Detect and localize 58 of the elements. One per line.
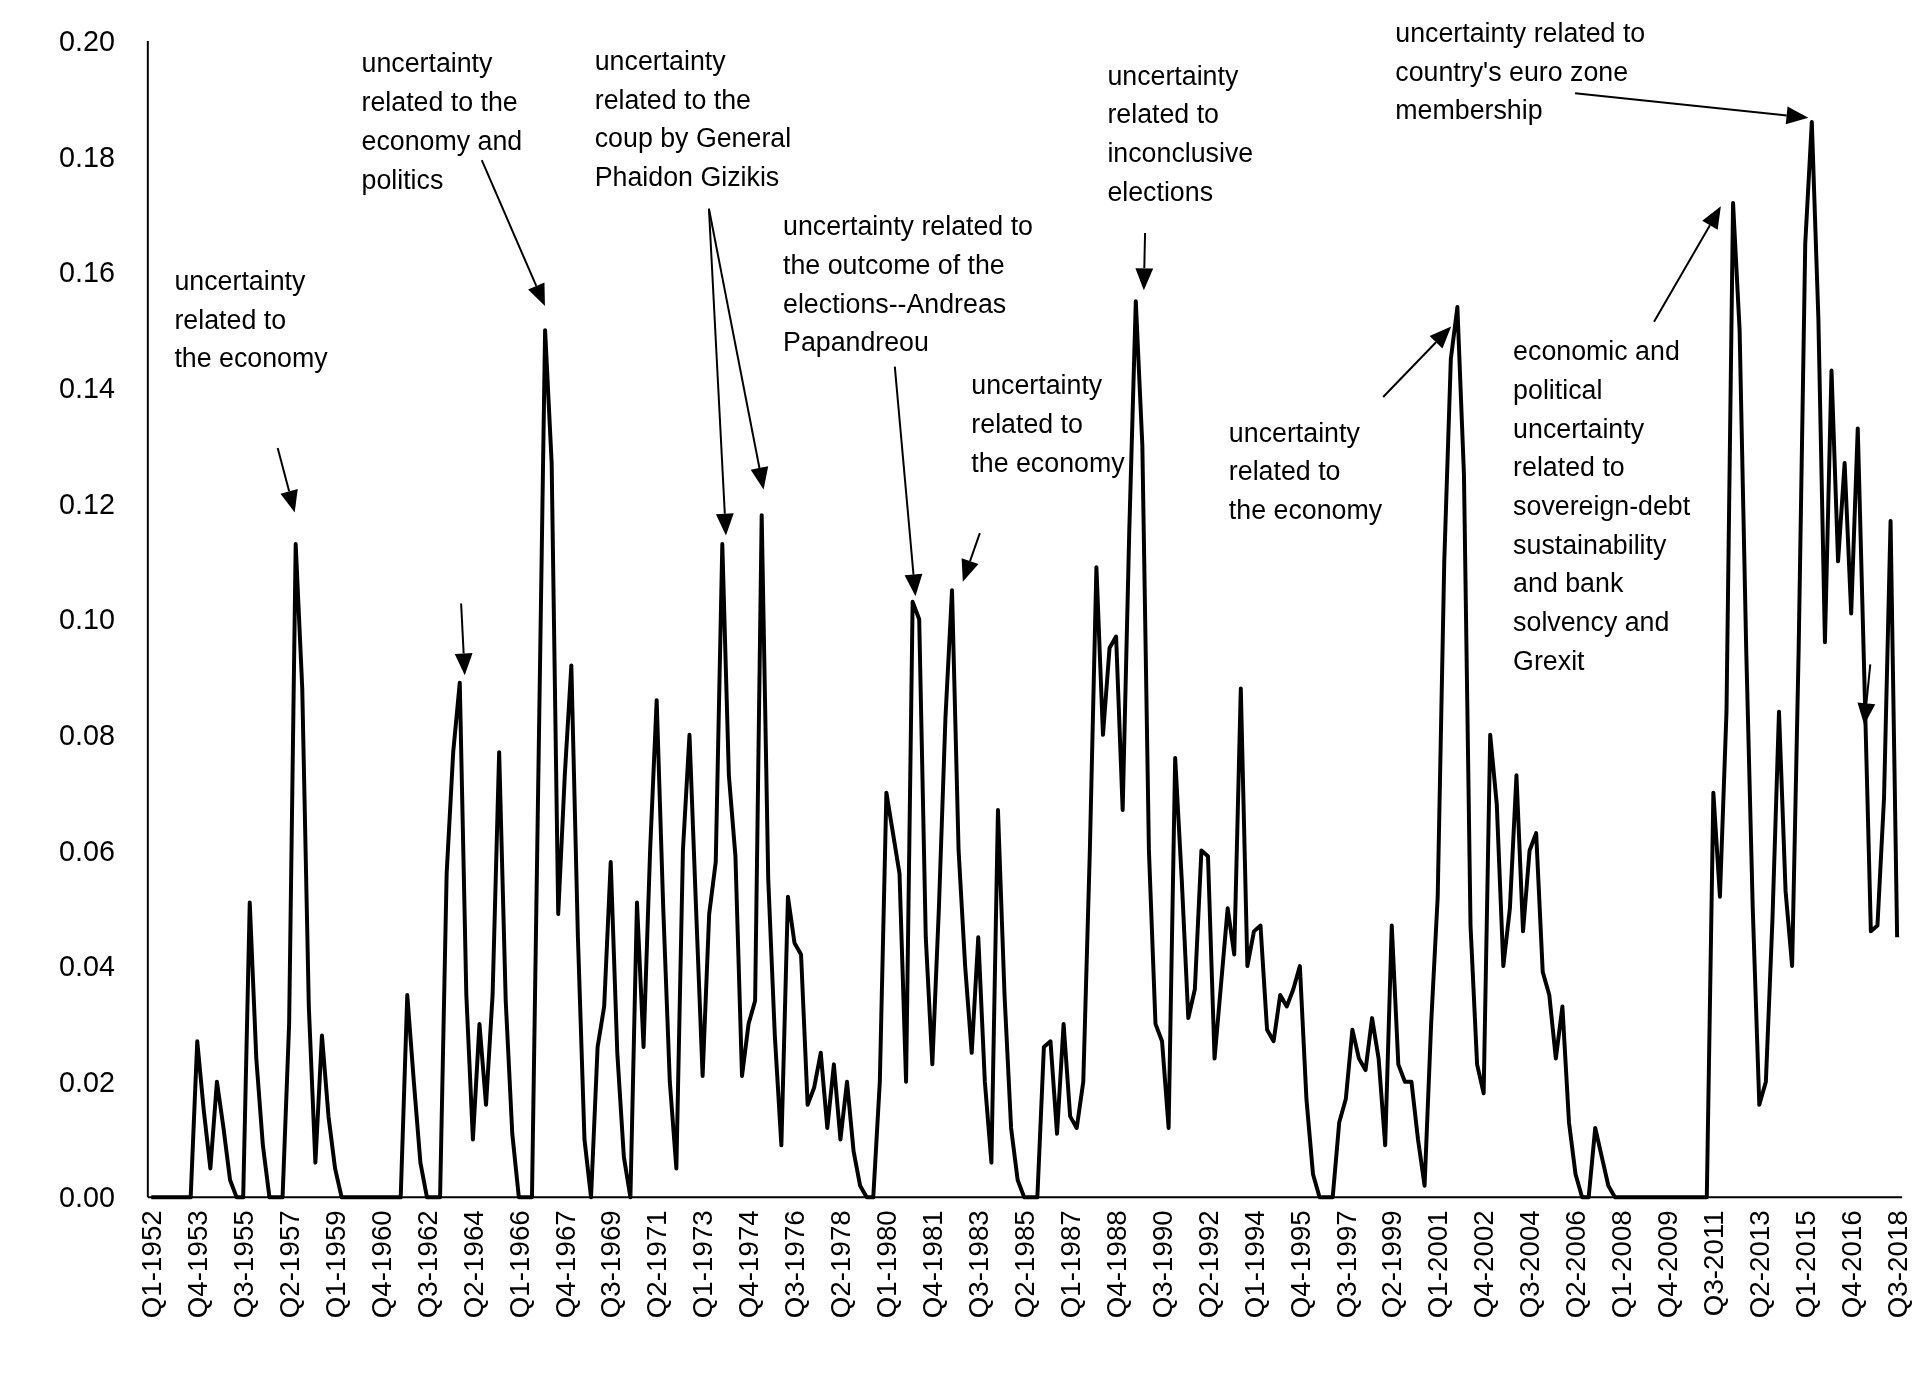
x-tick-label: Q4-1974 [733,1210,765,1319]
annotation: uncertainty related to the economy [174,265,329,374]
x-tick-label: Q1-2008 [1606,1210,1638,1319]
x-tick-label: Q2-1971 [641,1210,673,1319]
x-tick-label: Q4-2016 [1835,1210,1867,1319]
x-tick-label: Q3-1997 [1330,1210,1362,1319]
y-tick-label: 0.04 [59,950,116,983]
x-tick-label: Q3-1969 [595,1210,627,1319]
x-tick-label: Q2-1964 [457,1210,489,1319]
y-tick-label: 0.20 [59,25,116,58]
x-tick-label: Q4-1988 [1100,1210,1132,1319]
y-tick-label: 0.08 [59,718,116,751]
x-tick-label: Q4-1995 [1284,1210,1316,1319]
x-tick-label: Q3-1976 [779,1210,811,1319]
y-tick-label: 0.18 [59,140,116,173]
annotation: uncertainty related to the coup by General Phaidon Gizikis [594,46,792,193]
x-tick-label: Q1-2001 [1422,1210,1454,1319]
x-tick-label: Q4-2002 [1468,1210,1500,1319]
x-tick-label: Q3-2011 [1698,1210,1730,1317]
x-tick-label: Q3-2018 [1881,1210,1913,1319]
x-tick-label: Q1-1959 [319,1210,351,1319]
x-tick-label: Q4-1953 [181,1210,213,1319]
y-tick-label: 0.00 [59,1181,116,1214]
x-tick-label: Q1-1980 [871,1210,903,1319]
x-tick-label: Q3-1983 [962,1210,994,1319]
y-tick-label: 0.12 [59,487,116,520]
annotation: uncertainty related to the economy [1228,417,1383,526]
x-tick-label: Q3-1990 [1146,1210,1178,1319]
x-tick-label: Q4-1967 [549,1210,581,1319]
x-tick-label: Q2-2013 [1744,1210,1776,1319]
x-tick-label: Q2-2006 [1560,1210,1592,1319]
y-tick-label: 0.14 [59,371,116,404]
x-tick-label: Q3-1955 [227,1210,259,1319]
annotation: uncertainty related to country's euro zone membership [1395,18,1646,126]
text: economic and political uncertainty related to sovereign-debt sustainability and bank solvency and Grexit [1513,336,1691,676]
x-tick-label: Q1-1966 [503,1210,535,1319]
y-tick-label: 0.02 [59,1065,116,1098]
annotation: uncertainty related to inconclusive elections [1107,60,1254,207]
x-tick-label: Q4-2009 [1652,1210,1684,1319]
y-tick-label: 0.16 [59,256,116,289]
x-tick-label: Q1-1994 [1238,1210,1270,1319]
x-tick-label: Q2-1992 [1192,1210,1224,1319]
x-tick-label: Q3-2004 [1514,1210,1546,1319]
x-tick-label: Q2-1957 [273,1210,305,1319]
x-tick-label: Q1-1973 [687,1210,719,1319]
x-tick-label: Q1-1952 [136,1210,168,1319]
x-tick-label: Q4-1960 [365,1210,397,1319]
x-tick-label: Q1-1987 [1054,1210,1086,1319]
x-tick-label: Q4-1981 [917,1210,949,1319]
x-tick-label: Q2-1999 [1376,1210,1408,1319]
x-tick-label: Q3-1962 [411,1210,443,1319]
x-tick-label: Q2-1978 [825,1210,857,1319]
annotation: uncertainty related to the economy and politics [361,48,523,195]
x-tick-label: Q1-2015 [1789,1210,1821,1319]
x-tick-label: Q2-1985 [1008,1210,1040,1319]
y-tick-label: 0.10 [59,603,116,636]
y-tick-label: 0.06 [59,834,116,867]
annotation: uncertainty related to the economy [971,370,1126,478]
